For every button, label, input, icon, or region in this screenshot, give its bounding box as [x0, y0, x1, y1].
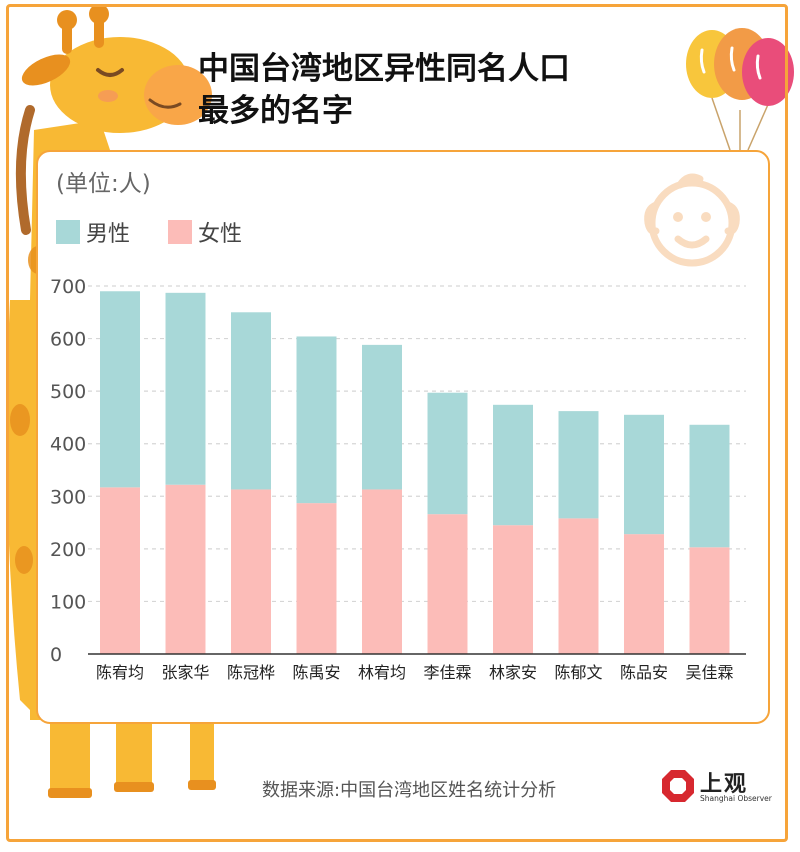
- shanghai-observer-logo-icon: [662, 770, 694, 802]
- legend-swatch-female: [168, 220, 193, 244]
- y-tick-label: 500: [50, 381, 86, 403]
- x-tick-label: 吴佳霖: [685, 663, 733, 682]
- bars: [100, 291, 730, 654]
- legend-label-female: 女性: [198, 222, 243, 247]
- x-tick-label: 林宥均: [358, 663, 406, 682]
- bar-female: [100, 487, 140, 654]
- bar-male: [231, 312, 271, 490]
- bar-male: [362, 344, 402, 490]
- legend-label-male: 男性: [86, 222, 131, 247]
- bar-male: [624, 414, 664, 535]
- legend: 男性 女性: [56, 216, 280, 248]
- logo-subtitle: Shanghai Observer: [700, 794, 772, 803]
- y-tick-label: 600: [50, 329, 86, 351]
- y-tick-label: 100: [50, 591, 86, 613]
- bar-female: [689, 547, 730, 654]
- page-title-line2: 最多的名字: [198, 93, 353, 129]
- x-tick-label: 陈品安: [620, 663, 668, 682]
- y-tick-label: 200: [50, 539, 86, 561]
- legend-swatch-male: [56, 220, 80, 244]
- bar-male: [493, 404, 533, 526]
- x-tick-label: 陈禹安: [292, 663, 340, 682]
- legend-item-female: 女性: [168, 216, 242, 248]
- axes: 0 100 200 300 400 500 600 700 陈宥均 张家华 陈冠桦 陈禹安 林宥均 李佳霖…: [50, 276, 746, 682]
- gridlines: [88, 285, 746, 603]
- x-tick-label: 林家安: [489, 663, 537, 682]
- bar-female: [296, 503, 337, 654]
- bar-female: [493, 525, 533, 654]
- x-tick-label: 张家华: [161, 663, 209, 682]
- bar-female: [427, 514, 468, 654]
- x-tick-label: 李佳霖: [423, 663, 471, 682]
- bar-male: [100, 291, 140, 488]
- bar-female: [165, 484, 206, 654]
- x-tick-label: 陈宥均: [96, 663, 144, 682]
- logo-name: 上观: [700, 772, 749, 797]
- bar-female: [231, 489, 271, 654]
- x-tick-label: 陈冠桦: [227, 663, 275, 682]
- y-tick-label: 700: [50, 276, 86, 298]
- bar-female: [362, 489, 402, 654]
- y-tick-label: 300: [50, 486, 86, 508]
- x-tick-label: 陈郁文: [554, 663, 602, 682]
- legend-item-male: 男性: [56, 216, 130, 248]
- y-tick-label: 400: [50, 434, 86, 456]
- brand-logo: 上观 Shanghai Observer: [656, 764, 786, 810]
- unit-label: (单位:人): [56, 171, 151, 197]
- bar-male: [296, 336, 337, 504]
- bar-male: [558, 411, 599, 519]
- balloon-icon: [686, 28, 794, 151]
- source-note: 数据来源:中国台湾地区姓名统计分析: [262, 780, 557, 801]
- bar-male: [689, 424, 730, 548]
- bar-male: [427, 392, 468, 515]
- y-tick-label: 0: [50, 644, 62, 666]
- bar-male: [165, 292, 206, 485]
- bar-female: [624, 534, 664, 654]
- page-title: 中国台湾地区异性同名人口 最多的名字: [198, 48, 570, 132]
- baby-face-icon: [644, 173, 740, 267]
- page-title-line1: 中国台湾地区异性同名人口: [198, 51, 570, 87]
- bar-female: [558, 518, 599, 654]
